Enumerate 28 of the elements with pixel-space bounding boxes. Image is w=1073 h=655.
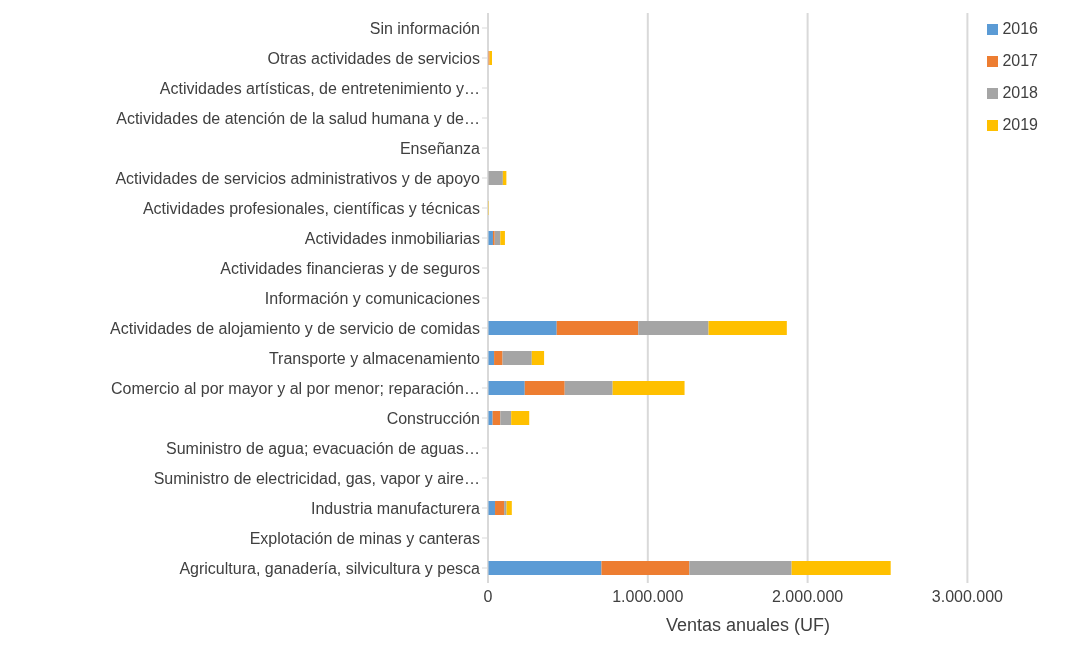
y-tick-label: Suministro de electricidad, gas, vapor y aire… (153, 469, 480, 487)
x-tick-label: 1.000.000 (612, 588, 684, 606)
x-tick-label: 0 (483, 588, 493, 606)
legend-label: 2018 (1002, 84, 1038, 101)
x-axis-title: Ventas anuales (UF) (664, 615, 832, 636)
y-tick-label: Información y comunicaciones (264, 289, 480, 307)
y-tick-label: Construcción (386, 409, 480, 427)
y-tick-label: Explotación de minas y canteras (249, 529, 480, 547)
y-tick-label: Transporte y almacenamiento (268, 349, 481, 367)
legend-label: 2019 (1002, 116, 1038, 133)
y-tick-label: Actividades de servicios administrativos y de apoyo (115, 169, 481, 187)
y-tick-label: Actividades financieras y de seguros (220, 259, 480, 277)
legend-label: 2017 (1002, 52, 1038, 69)
y-tick-label: Actividades profesionales, científicas y técnicas (142, 199, 480, 217)
legend-label: 2016 (1002, 20, 1038, 37)
y-tick-label: Actividades de alojamiento y de servicio de comidas (110, 319, 480, 337)
x-tick-label: 3.000.000 (931, 588, 1004, 606)
y-tick-label: Sin información (369, 19, 480, 37)
y-tick-label: Suministro de agua; evacuación de aguas… (166, 439, 480, 457)
x-tick-label: 2.000.000 (772, 588, 844, 606)
y-tick-label: Actividades inmobiliarias (304, 229, 480, 247)
y-tick-label: Enseñanza (399, 139, 481, 157)
y-tick-label: Otras actividades de servicios (267, 49, 480, 67)
y-tick-label: Actividades artísticas, de entretenimiento y… (159, 79, 480, 97)
y-tick-label: Industria manufacturera (311, 499, 481, 517)
y-tick-label: Comercio al por mayor y al por menor; reparación… (110, 379, 480, 397)
y-tick-label: Agricultura, ganadería, silvicultura y pesca (179, 559, 481, 577)
y-tick-label: Actividades de atención de la salud humana y de… (116, 109, 480, 127)
